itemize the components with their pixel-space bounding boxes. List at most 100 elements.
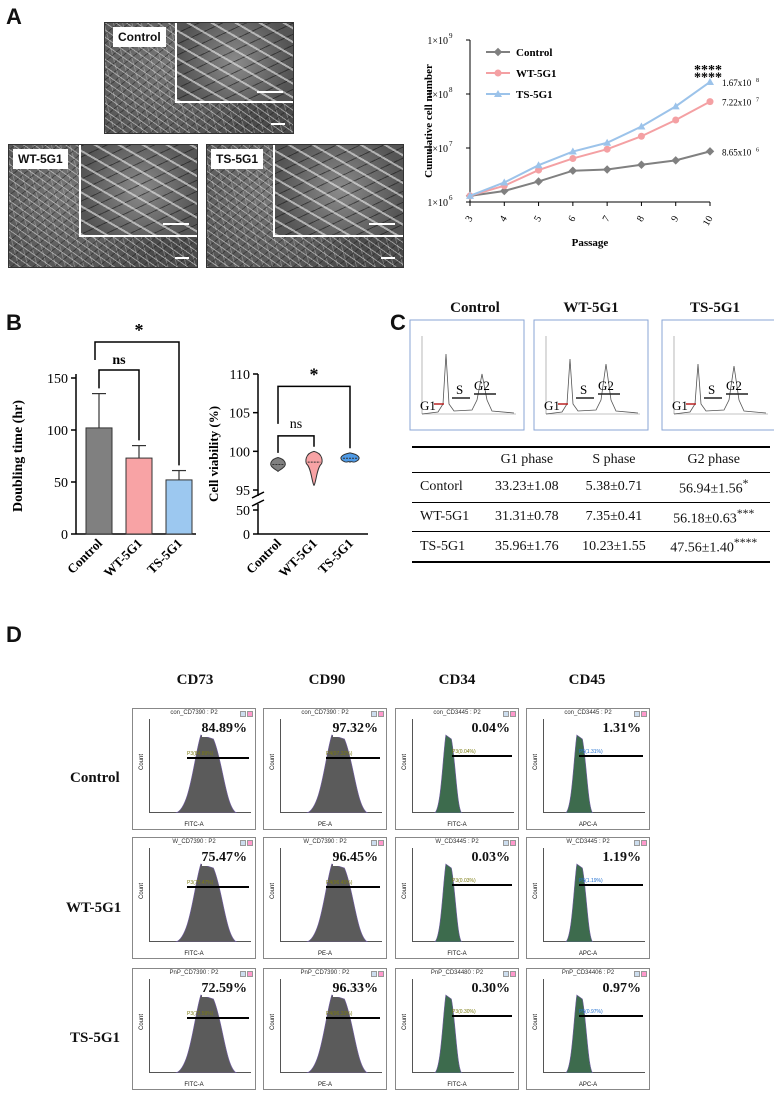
flow-histogram [306,994,368,1074]
sig-label: ns [290,417,302,432]
y-axis-label: Cumulative cell number [423,64,435,178]
flow-x-axis-label: PE-A [317,951,332,957]
sig-label: ns [112,353,126,368]
gate-line [452,755,512,757]
y-axis-label: Cell viability (%) [206,406,221,502]
gate-line [579,884,643,886]
cell-cycle-title-ts: TS-5G1 [689,300,740,316]
flow-plot-title: W_CD7390 : P2 [303,839,347,845]
y-tick-exponent: 7 [449,140,453,148]
gate-line [579,1015,643,1017]
end-value-exponent: 8 [756,78,759,84]
window-icon [240,840,246,846]
histogram-fill [306,863,368,943]
histogram-fill [306,734,368,814]
positive-percent: 0.04% [471,721,510,737]
flow-plot-area [280,848,382,943]
flow-plot-title: W_CD3445 : P2 [566,839,610,845]
cell-cycle-histogram [673,363,767,415]
data-point [534,161,543,169]
legend-marker [493,47,503,57]
flow-plot-area [280,719,382,814]
data-point [603,138,612,146]
flow-histogram [433,734,463,814]
y-axis-label: Doubling time (hr) [11,400,26,512]
close-icon [247,840,253,846]
gate-line [579,755,643,757]
histogram-fill [564,994,594,1074]
histogram-fill [175,863,237,943]
panel-label-a: A [6,4,22,29]
y-tick-label: 100 [229,445,250,460]
gate-label: P5(1.31%) [579,749,603,755]
flow-x-axis-label: PE-A [317,1082,332,1088]
gate-label: P3(0.30%) [452,1009,476,1015]
phase-label-g2: G2 [726,378,742,393]
positive-percent: 0.30% [471,981,510,997]
flow-x-axis-label: FITC-A [184,951,204,957]
flow-x-axis-label: FITC-A [447,1082,467,1088]
micrograph-wt: WT-5G1 [8,144,198,268]
sig-bracket [94,341,180,466]
y-tick-label: 95 [236,484,250,499]
histogram-fill [175,994,237,1074]
gate-line [452,1015,512,1017]
data-point [568,166,578,175]
table-cell: 56.94±1.56* [657,472,770,503]
gate-label: P4(96.45%) [326,880,353,886]
flow-histogram-panel: PnP_CD7390 : P2 P4(96.33%) 96.33% PE-A Count [263,968,387,1090]
table-cell: TS-5G1 [412,531,484,563]
data-point [500,178,509,186]
legend-label: Control [516,47,552,59]
window-icon [371,711,377,717]
end-value-label: 8.65x10 [722,147,752,157]
flow-plot-title: con_CD7390 : P2 [170,710,218,716]
flow-plot-title: con_CD3445 : P2 [433,710,481,716]
data-point [706,98,714,106]
close-icon [510,971,516,977]
sig-bracket [277,435,315,453]
sig-label: * [135,320,144,340]
close-icon [641,711,647,717]
x-tick-label: 7 [601,214,613,224]
positive-percent: 0.03% [471,850,510,866]
table-cell: 5.38±0.71 [570,472,658,503]
table-cell: 7.35±0.41 [570,502,658,533]
flow-histogram-panel: W_CD7390 : P2 P4(96.45%) 96.45% PE-A Count [263,837,387,959]
flow-x-axis-label: APC-A [578,822,598,828]
table-row: WT-5G1 31.31±0.78 7.35±0.41 56.18±0.63**… [412,502,770,533]
y-tick-label: 1×10 [427,144,448,155]
flow-plot-title: PnP_CD7390 : P2 [169,970,219,976]
end-value-exponent: 7 [756,98,759,104]
flow-row-label: WT-5G1 [66,900,122,916]
flow-histogram-panel: W_CD3445 : P2 P3(0.03%) 0.03% FITC-A Count [395,837,519,959]
micrograph-label-control: Control [113,27,166,47]
flow-histogram [564,863,594,943]
table-cell: 35.96±1.76 [483,531,571,563]
flow-plot-title: W_CD3445 : P2 [435,839,479,845]
data-point [569,154,577,162]
flow-histogram [433,863,463,943]
data-point [534,177,543,186]
flow-plot-area [149,848,251,943]
gate-line [187,757,249,759]
window-icon [371,840,377,846]
violin [270,457,286,473]
y-tick-exponent: 6 [449,194,453,202]
histogram-fill [175,734,237,814]
flow-y-axis-label: Count [270,753,277,771]
table-header [412,446,484,473]
flow-plot-area [412,848,514,943]
window-icon [371,971,377,977]
flow-x-axis-label: FITC-A [184,1082,204,1088]
positive-percent: 97.32% [332,721,378,737]
flow-x-axis-label: FITC-A [447,822,467,828]
legend-marker [494,90,502,97]
sig-stars: **** [694,63,722,78]
table-header: G2 phase [657,446,770,473]
y-tick-label: 105 [229,407,250,422]
flow-plot-title: con_CD7390 : P2 [301,710,349,716]
data-point [466,191,474,199]
bar [125,457,153,535]
panel-label-b: B [6,310,22,335]
